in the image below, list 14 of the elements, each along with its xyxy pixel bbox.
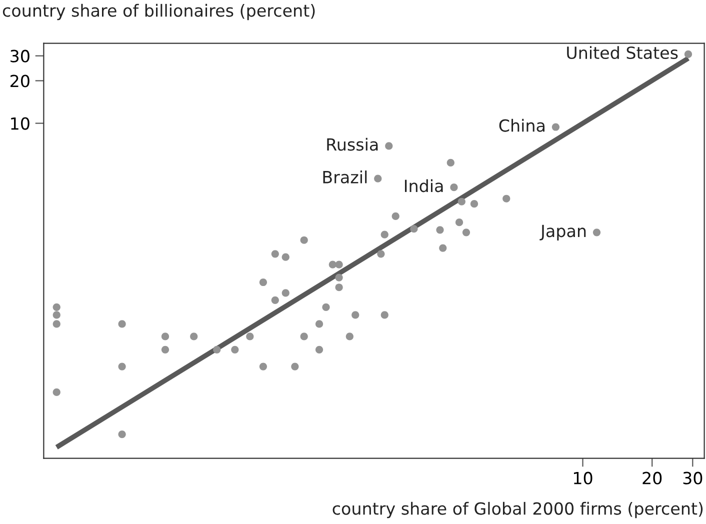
x-tick-label: 10 <box>574 472 592 484</box>
chart-title: country share of billionaires (percent) <box>2 4 315 20</box>
annotation: Russia <box>327 138 378 151</box>
y-tick-label: 20 <box>10 74 30 88</box>
annotation: China <box>499 118 544 132</box>
annotation: Japan <box>540 224 586 240</box>
y-tick-label: 30 <box>10 50 30 62</box>
annotation: Brazil <box>323 170 367 184</box>
annotation: India <box>404 179 443 192</box>
x-axis-title: country share of Global 2000 firms (percent) <box>332 502 703 518</box>
annotation: United States <box>567 46 678 60</box>
x-tick-label: 20 <box>642 472 662 484</box>
y-tick-label: 10 <box>11 117 30 130</box>
x-tick-label: 30 <box>683 472 702 484</box>
